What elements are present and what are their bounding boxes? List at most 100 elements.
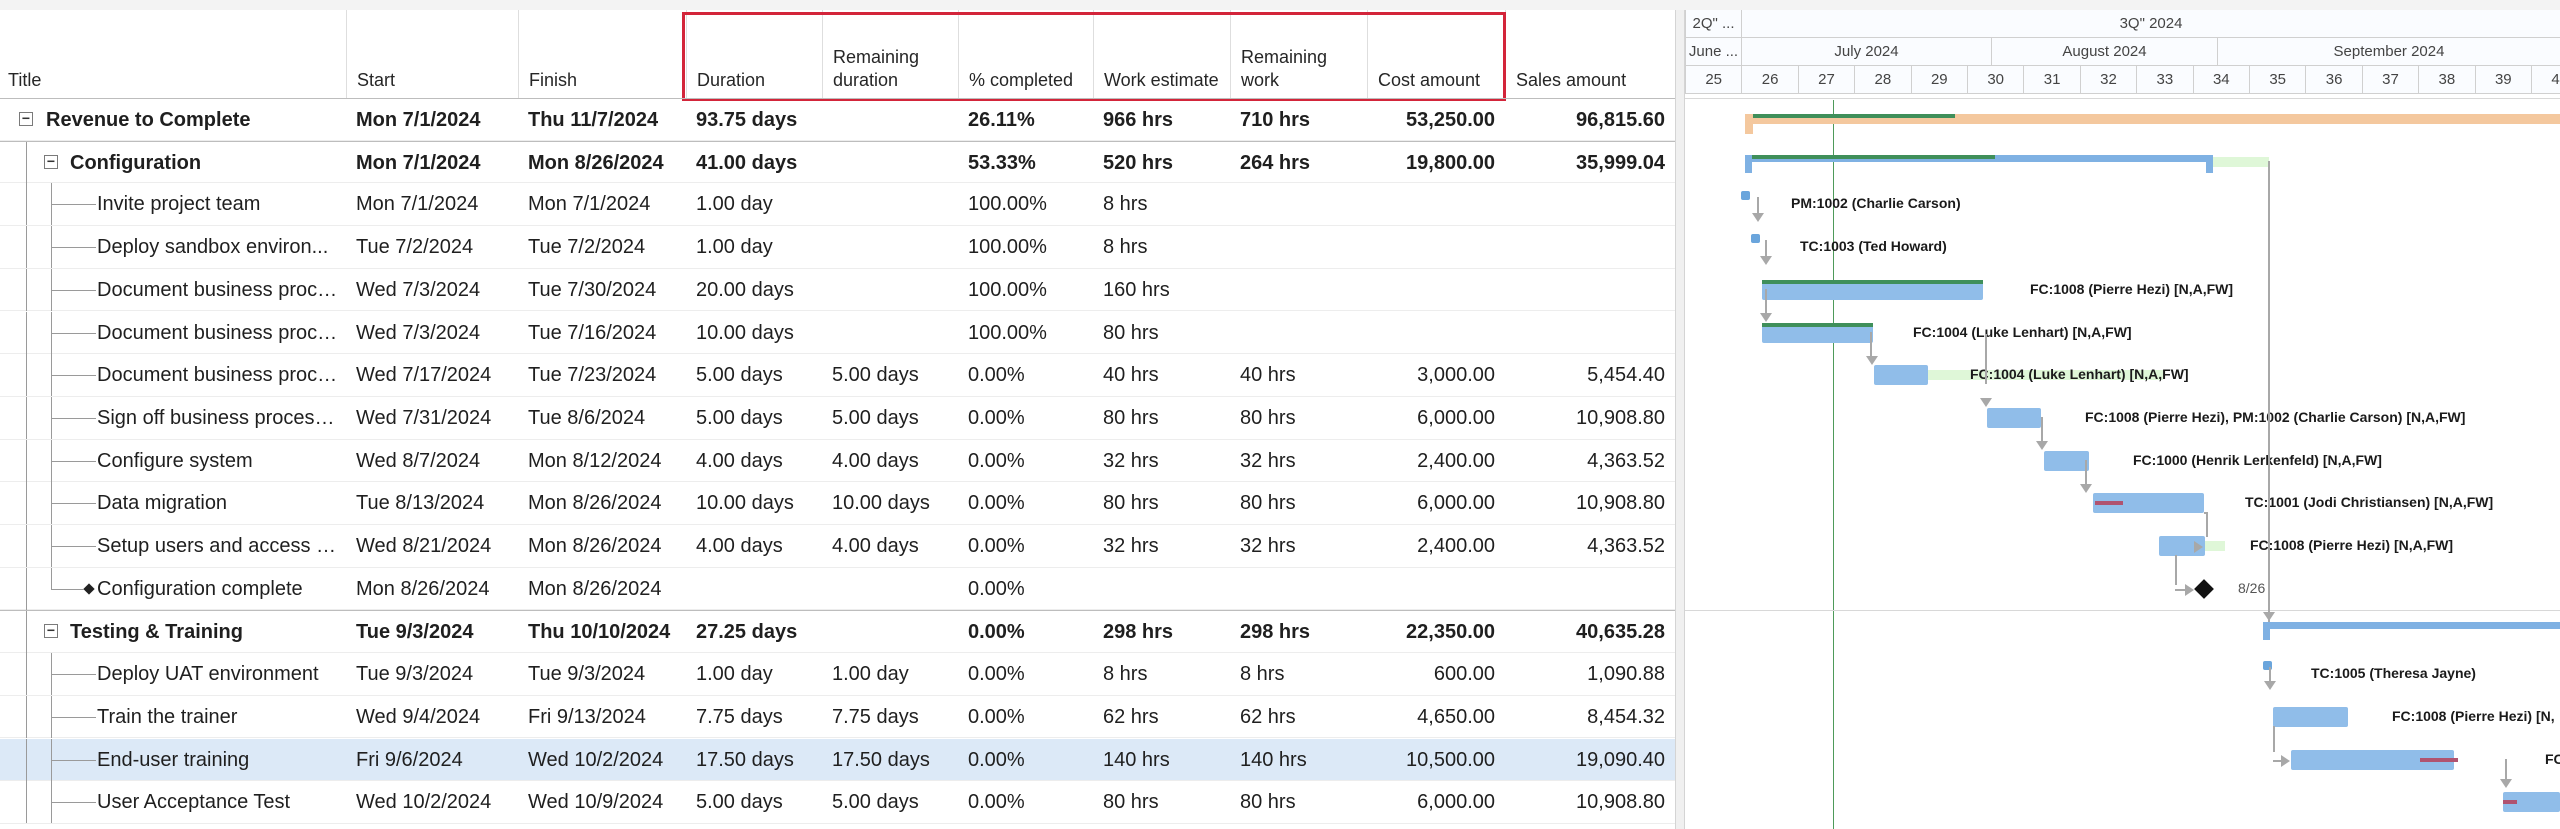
title-cell[interactable]: Document business proce... <box>0 268 346 311</box>
table-row[interactable]: Document business proce... Wed 7/3/2024 Tu… <box>0 311 1675 355</box>
start-cell: Mon 7/1/2024 <box>356 151 481 174</box>
resource-label: FC:1004 (Luke Lenhart) [N,A,FW] <box>1970 366 2189 383</box>
column-header-duration[interactable]: Duration <box>686 10 822 98</box>
pct-cell: 0.00% <box>968 406 1025 429</box>
tree-line <box>51 716 96 718</box>
table-row[interactable]: Deploy sandbox environ... Tue 7/2/2024 Tue… <box>0 226 1675 269</box>
title-cell[interactable]: End-user training <box>0 738 346 781</box>
week-cell: 39 <box>2474 66 2531 94</box>
table-row[interactable]: Document business proce... Wed 7/3/2024 Tu… <box>0 268 1675 312</box>
task-bar[interactable] <box>2159 536 2205 556</box>
remaining-duration-cell <box>822 611 958 653</box>
table-row[interactable]: End-user training Fri 9/6/2024 Wed 10/2/20… <box>0 738 1675 782</box>
dependency-line <box>2175 555 2177 585</box>
duration-cell: 4.00 days <box>696 535 783 557</box>
pct-cell: 0.00% <box>968 663 1025 686</box>
task-grid: Title Start Finish Duration Remaining durati… <box>0 10 1675 829</box>
task-bar[interactable] <box>2503 792 2560 813</box>
summary-row[interactable]: − Revenue to Complete Mon 7/1/2024 Thu 11/7… <box>0 98 1675 141</box>
column-header-work-estimate[interactable]: Work estimate <box>1093 10 1230 98</box>
dependency-line <box>1765 288 1767 313</box>
remaining-duration-cell <box>822 99 958 141</box>
task-bar[interactable] <box>2044 450 2089 471</box>
duration-cell: 27.25 days <box>696 621 798 644</box>
title-cell[interactable]: Setup users and access ri... <box>0 525 346 567</box>
column-header-title[interactable]: Title <box>8 70 42 90</box>
table-row[interactable]: Setup users and access ri... Wed 8/21/202… <box>0 525 1675 568</box>
task-bar[interactable] <box>2291 749 2454 770</box>
column-header-start[interactable]: Start <box>346 10 518 98</box>
task-bar[interactable] <box>1987 407 2041 428</box>
task-bar[interactable] <box>2273 706 2348 727</box>
summary-bar[interactable] <box>1745 114 2560 124</box>
title-cell[interactable]: Document business proce... <box>0 311 346 354</box>
duration-cell: 41.00 days <box>696 151 798 174</box>
remaining-work-cell: 40 hrs <box>1240 364 1296 387</box>
slack-bar <box>2205 541 2225 551</box>
title-cell[interactable]: User Acceptance Test <box>0 781 346 824</box>
table-row[interactable]: Data migration Tue 8/13/2024 Mon 8/26/2024… <box>0 482 1675 525</box>
title-cell[interactable]: Data migration <box>0 482 346 525</box>
summary-row[interactable]: − Testing & Training Tue 9/3/2024 Thu 10/10… <box>0 610 1675 654</box>
title-cell[interactable]: Train the trainer <box>0 695 346 738</box>
title-cell[interactable]: Deploy UAT environment <box>0 653 346 696</box>
milestone-diamond[interactable] <box>2194 578 2214 599</box>
table-row[interactable]: Sign off business processes Wed 7/31/2024… <box>0 396 1675 440</box>
finish-cell: Tue 7/23/2024 <box>528 364 657 387</box>
sales-cell <box>1505 312 1675 354</box>
collapse-toggle-icon[interactable]: − <box>19 111 33 126</box>
table-row[interactable]: Configuration complete Mon 8/26/2024 Mon 8… <box>0 567 1675 611</box>
finish-cell: Mon 8/26/2024 <box>528 577 662 600</box>
table-row[interactable]: Train the trainer Wed 9/4/2024 Fri 9/13/20… <box>0 695 1675 739</box>
table-row[interactable]: Invite project team Mon 7/1/2024 Mon 7/1/2… <box>0 183 1675 227</box>
dependency-line <box>2273 759 2283 762</box>
start-cell: Wed 9/4/2024 <box>356 705 481 728</box>
task-bar[interactable] <box>1762 279 1983 300</box>
task-bar[interactable] <box>1751 234 1760 244</box>
column-header-finish[interactable]: Finish <box>518 10 686 98</box>
sales-cell: 10,908.80 <box>1576 492 1665 515</box>
cost-cell: 53,250.00 <box>1406 109 1495 131</box>
collapse-toggle-icon[interactable]: − <box>44 154 58 169</box>
column-header-completed[interactable]: % completed <box>958 10 1093 98</box>
work-cell: 40 hrs <box>1103 364 1159 387</box>
remaining-work-cell: 32 hrs <box>1240 449 1296 472</box>
title-cell[interactable]: Deploy sandbox environ... <box>0 226 346 269</box>
column-header-remaining-duration[interactable]: Remaining duration <box>822 10 958 98</box>
quarter-cell: 2Q" ... <box>1685 10 1741 38</box>
collapse-toggle-icon[interactable]: − <box>44 623 58 639</box>
summary-row[interactable]: − Configuration Mon 7/1/2024 Mon 8/26/2024 4… <box>0 140 1675 184</box>
column-header-sales-amount[interactable]: Sales amount <box>1505 10 1675 98</box>
table-row[interactable]: Configure system Wed 8/7/2024 Mon 8/12/202… <box>0 439 1675 483</box>
tree-line <box>51 417 96 419</box>
title-cell[interactable]: Configuration complete <box>0 567 346 610</box>
column-header-cost-amount[interactable]: Cost amount <box>1367 10 1505 98</box>
summary-bar[interactable] <box>2263 622 2560 630</box>
task-bar[interactable] <box>2093 493 2204 514</box>
timescale-quarters: 2Q" ... 3Q" 2024 <box>1685 10 2560 38</box>
table-row[interactable]: Document business proce... Wed 7/17/2024 T… <box>0 354 1675 397</box>
title-cell[interactable]: − Testing & Training <box>0 611 346 654</box>
dependency-line <box>2269 667 2271 684</box>
task-bar[interactable] <box>1762 322 1873 343</box>
remaining-duration-cell <box>822 269 958 311</box>
dependency-arrow <box>1760 312 1772 322</box>
remaining-work-cell <box>1230 568 1367 610</box>
title-cell[interactable]: − Configuration <box>0 141 346 184</box>
duration-cell: 5.00 days <box>696 791 783 814</box>
task-bar[interactable] <box>1874 365 1928 386</box>
title-cell[interactable]: Sign off business processes <box>0 396 346 439</box>
work-cell: 32 hrs <box>1103 449 1159 472</box>
title-cell[interactable]: Configure system <box>0 439 346 482</box>
table-row[interactable]: Deploy UAT environment Tue 9/3/2024 Tue 9/… <box>0 653 1675 696</box>
title-cell[interactable]: − Revenue to Complete <box>0 99 346 141</box>
pane-splitter[interactable] <box>1675 10 1685 829</box>
task-bar[interactable] <box>2263 661 2272 671</box>
task-bar[interactable] <box>1741 191 1750 201</box>
title-cell[interactable]: Invite project team <box>0 183 346 226</box>
tree-line <box>51 567 52 589</box>
title-cell[interactable]: Document business proce... <box>0 354 346 397</box>
table-row[interactable]: User Acceptance Test Wed 10/2/2024 Wed 10/… <box>0 781 1675 824</box>
column-header-remaining-work[interactable]: Remaining work <box>1230 10 1367 98</box>
cost-cell <box>1367 568 1505 610</box>
